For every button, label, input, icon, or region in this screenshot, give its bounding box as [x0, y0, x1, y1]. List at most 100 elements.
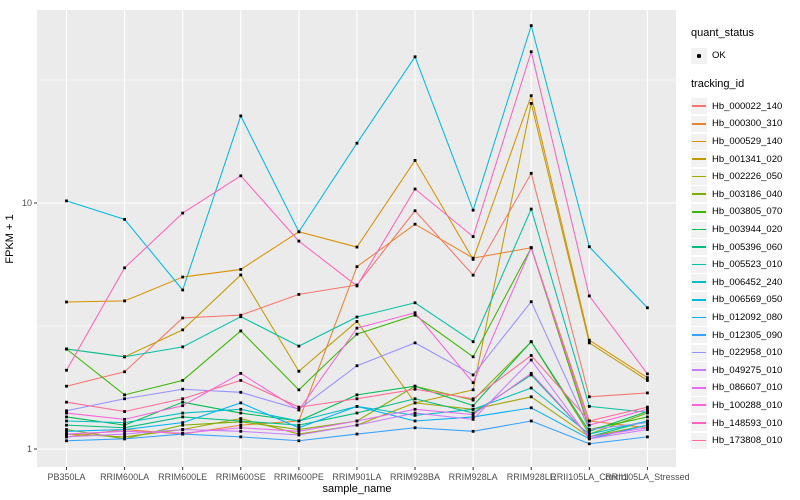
- legend-item-label: Hb_022958_010: [712, 347, 783, 359]
- data-point: [646, 435, 649, 439]
- legend-item-label: Hb_006452_240: [712, 276, 783, 288]
- data-point: [355, 284, 359, 288]
- data-point: [355, 432, 359, 436]
- data-point: [181, 288, 185, 292]
- legend-line-swatch: [692, 386, 706, 389]
- data-point: [471, 257, 475, 261]
- data-point: [239, 411, 243, 415]
- data-point: [471, 407, 475, 411]
- data-point: [65, 439, 68, 443]
- data-point: [413, 407, 417, 411]
- data-point: [471, 235, 475, 239]
- legend-key: [691, 432, 707, 449]
- legend-item-Hb_003805_070: Hb_003805_070: [691, 203, 799, 221]
- data-point: [646, 421, 649, 425]
- legend-key: [691, 256, 707, 273]
- data-point: [413, 313, 417, 317]
- data-point: [123, 428, 126, 431]
- legend-item-Hb_148593_010: Hb_148593_010: [691, 414, 799, 432]
- data-point: [297, 388, 301, 392]
- data-point: [239, 435, 243, 439]
- data-point: [123, 370, 126, 374]
- x-tick-label: RRIM928BA: [390, 472, 440, 482]
- legend-item-label: Hb_003805_070: [712, 206, 783, 218]
- data-point: [123, 429, 126, 433]
- data-point: [587, 341, 591, 345]
- data-point: [239, 313, 243, 317]
- data-point: [355, 404, 359, 408]
- data-point: [355, 364, 359, 368]
- data-point: [471, 273, 475, 277]
- data-point: [413, 413, 417, 417]
- data-point: [529, 246, 533, 250]
- data-point: [587, 442, 591, 446]
- legend-line-swatch: [692, 334, 706, 336]
- data-point: [471, 381, 475, 385]
- data-point: [65, 411, 68, 415]
- x-axis-title: sample_name: [322, 483, 391, 495]
- data-point: [529, 102, 533, 105]
- data-point: [355, 326, 359, 330]
- data-point: [297, 293, 301, 296]
- legend-key: [691, 115, 707, 132]
- data-point: [123, 217, 126, 221]
- data-point: [123, 393, 126, 397]
- legend-item-Hb_003186_040: Hb_003186_040: [691, 186, 799, 204]
- legend-title-tracking-id: tracking_id: [691, 77, 745, 90]
- data-point: [239, 114, 243, 118]
- legend-item-Hb_100288_010: Hb_100288_010: [691, 397, 799, 415]
- legend-item-Hb_006452_240: Hb_006452_240: [691, 274, 799, 292]
- legend-item-label: Hb_005523_010: [712, 259, 783, 271]
- data-point: [239, 407, 243, 411]
- legend-item-quant-ok: OK: [691, 47, 799, 65]
- legend-line-swatch: [692, 193, 706, 196]
- data-point: [123, 435, 126, 439]
- data-point: [297, 344, 301, 348]
- data-point: [646, 428, 649, 431]
- legend-item-label: Hb_012092_080: [712, 312, 783, 324]
- data-point: [413, 311, 417, 315]
- data-point: [355, 423, 359, 427]
- data-point: [297, 239, 301, 243]
- legend-line-swatch: [692, 316, 706, 319]
- data-point: [413, 411, 417, 415]
- data-point: [65, 435, 68, 439]
- legend-item-Hb_049275_010: Hb_049275_010: [691, 362, 799, 380]
- data-point: [646, 415, 649, 419]
- legend-line-swatch: [692, 369, 706, 371]
- data-point: [471, 388, 475, 392]
- data-point: [529, 50, 533, 54]
- data-point: [65, 199, 68, 203]
- legend-title-quant-status: quant_status: [691, 27, 754, 39]
- data-point: [123, 355, 126, 359]
- data-point: [65, 300, 68, 304]
- data-point: [297, 408, 301, 412]
- legend-key: [691, 203, 707, 220]
- data-point: [471, 373, 475, 377]
- legend: quant_status OK tracking_id Hb_000022_14…: [691, 27, 799, 449]
- legend-line-swatch: [692, 281, 706, 284]
- legend-item-Hb_002226_050: Hb_002226_050: [691, 168, 799, 186]
- legend-item-label: Hb_001341_020: [712, 153, 783, 165]
- data-point: [181, 404, 185, 408]
- data-point: [123, 421, 126, 425]
- data-point: [239, 329, 243, 333]
- legend-line-swatch: [692, 246, 706, 248]
- x-tick-label: RRII105LA_Control: [550, 472, 628, 482]
- data-point: [239, 174, 243, 178]
- data-point: [413, 187, 417, 191]
- data-point: [355, 141, 359, 145]
- data-point: [65, 400, 68, 404]
- legend-item-label: Hb_173808_010: [712, 435, 783, 447]
- legend-item-label: Hb_000022_140: [712, 100, 783, 112]
- legend-line-swatch: [692, 140, 706, 143]
- legend-line-swatch: [692, 105, 706, 108]
- x-tick-label: RRIM600LA: [100, 472, 149, 482]
- data-point: [471, 404, 475, 408]
- data-point: [65, 384, 68, 388]
- legend-line-swatch: [692, 122, 706, 125]
- data-point: [587, 435, 591, 439]
- data-point: [413, 158, 417, 162]
- legend-key: [691, 221, 707, 238]
